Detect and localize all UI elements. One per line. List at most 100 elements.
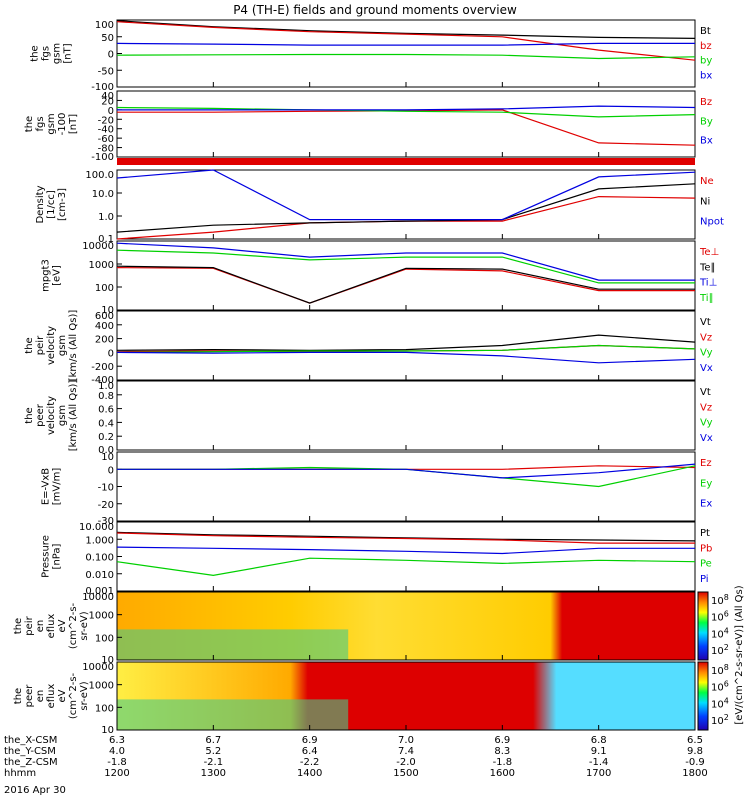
x-row-value: 1200 — [104, 768, 129, 779]
series-Vt-line — [116, 334, 696, 351]
y-axis-label-line: eV — [57, 619, 68, 632]
x-row-value: 6.8 — [591, 735, 607, 746]
series-Ex-line — [117, 463, 696, 479]
y-tick-label: 10 — [101, 305, 114, 316]
colorbar-tick-exp: 8 — [724, 663, 729, 672]
colorbar-tick-exp: 2 — [724, 643, 729, 652]
colorbar-tick-base: 10 — [711, 629, 724, 640]
y-axis-label: thefgsgsm[nT] — [30, 43, 74, 64]
panel-frame — [116, 19, 696, 88]
y-tick-label: 0.8 — [98, 391, 114, 402]
y-axis-label: mpgt3[eV] — [41, 259, 63, 292]
legend-by: by — [700, 56, 712, 67]
series-Ne-line — [116, 195, 696, 240]
legend-Vz: Vz — [700, 332, 712, 343]
panels-group: 100500-50-100thefgsgsm[nT]Btbzbybx40200-… — [13, 19, 745, 736]
legend-Ne: Ne — [700, 176, 714, 187]
x-row-label: the_Y-CSM — [4, 746, 56, 757]
x-row-value: 9.8 — [687, 746, 703, 757]
y-tick-label: 10.0 — [92, 189, 114, 200]
colorbar-tick-base: 10 — [711, 666, 724, 677]
y-tick-label: 100 — [95, 283, 114, 294]
series-Ti⊥-line — [116, 242, 695, 281]
x-row-value: -1.8 — [493, 757, 513, 768]
x-row-value: 1700 — [586, 768, 611, 779]
y-axis-label-line: fgs — [35, 116, 46, 131]
x-row-value: -0.9 — [685, 757, 705, 768]
x-row-value: 1400 — [297, 768, 322, 779]
y-axis-label-line: peer — [24, 684, 35, 708]
panel-density: 100.0 10.0 1.0 0.1 Density[1/cc][cm-3] Ne Ni Np… — [35, 169, 724, 245]
colorbar-tick-label: 104 — [711, 696, 729, 710]
legend-Pt: Pt — [700, 528, 710, 539]
y-tick-label: -200 — [91, 362, 114, 373]
y-axis-label-line: the — [13, 688, 24, 704]
legend-Vt: Vt — [700, 387, 711, 398]
legend-Pb: Pb — [700, 543, 712, 554]
y-tick-label: 50 — [101, 33, 114, 44]
y-axis-label-line: mpgt3 — [41, 259, 52, 292]
y-axis-label-line: eflux — [46, 684, 57, 709]
y-axis-label-line: gsm — [46, 113, 57, 134]
y-tick-label: 0.2 — [98, 432, 114, 443]
legend-Vy: Vy — [700, 418, 713, 429]
panel-pressure: 10.0001.0000.1000.0100.001Pressure[nPa]P… — [41, 521, 712, 597]
series-Bt-line — [116, 20, 696, 39]
colorbar — [697, 661, 709, 731]
colorbar-tick-base: 10 — [711, 683, 724, 694]
y-tick-label: 10000 — [82, 592, 114, 603]
y-axis-label-line: the — [24, 116, 35, 132]
y-axis-label: thepeerenefluxeV(cm^2-s-sr-eV) — [13, 672, 90, 719]
y-tick-label: 10000 — [82, 662, 114, 673]
y-axis-label-line: gsm — [57, 405, 68, 426]
y-axis-label-line: (cm^2-s- — [68, 602, 79, 649]
y-axis-label: E=-VxB[mV/m] — [41, 468, 63, 506]
colorbar-tick-exp: 2 — [724, 713, 729, 722]
colorbar-tick-base: 10 — [711, 699, 724, 710]
legend-Vy: Vy — [700, 348, 713, 359]
x-row-value: 4.0 — [109, 746, 125, 757]
legend-Te⊥: Te⊥ — [699, 247, 719, 258]
colorbar-tick-label: 106 — [711, 680, 729, 694]
y-tick-label: 0 — [108, 465, 114, 476]
panel-efield: 10 0 -10 -20 -30 E=-VxB[mV/m] Ez Ey Ex — [41, 451, 712, 527]
y-axis-label-line: [cm-3] — [57, 188, 68, 221]
y-tick-label: -60 — [98, 134, 114, 145]
y-tick-label: -20 — [98, 500, 114, 511]
y-axis-label-line: the — [13, 618, 24, 634]
colorbar-tick-label: 102 — [711, 713, 729, 727]
y-tick-label: -10 — [98, 483, 114, 494]
y-axis-label-line: en — [35, 620, 46, 633]
y-axis-label-line: peir — [35, 335, 46, 355]
x-row-value: 7.4 — [398, 746, 414, 757]
y-tick-label: 1.0 — [98, 212, 114, 223]
y-axis-label-line: [km/s (All Qs)] — [68, 310, 79, 382]
legend-Ni: Ni — [700, 196, 710, 207]
x-row-value: 5.2 — [205, 746, 221, 757]
spectrogram-low-band — [117, 699, 349, 730]
red-indicator-bar — [117, 158, 695, 165]
plot-title: P4 (TH-E) fields and ground moments over… — [233, 3, 517, 17]
x-row-value: 9.1 — [591, 746, 607, 757]
colorbar-tick-exp: 8 — [724, 593, 729, 602]
y-axis-label-line: sr-eV) — [79, 611, 90, 640]
y-axis-label-line: [nT] — [68, 114, 79, 134]
y-tick-label: -80 — [98, 144, 114, 155]
y-axis-label-line: peir — [24, 615, 35, 635]
y-axis-label-line: eV — [57, 689, 68, 702]
y-tick-label: 0.0 — [98, 445, 114, 456]
colorbar-label: [eV/(cm^2-s-sr-eV)] (All Qs) — [734, 585, 745, 724]
y-tick-label: 10 — [101, 655, 114, 666]
series-by-line — [116, 53, 696, 60]
x-row-label: the_Z-CSM — [4, 757, 58, 768]
colorbar-tick-exp: 6 — [724, 610, 729, 619]
x-row-value: -1.4 — [589, 757, 609, 768]
series-Ti∥-line — [116, 249, 695, 284]
y-tick-label: 100 — [95, 633, 114, 644]
y-axis-label-line: [nPa] — [52, 543, 63, 569]
y-tick-label: 100 — [95, 20, 114, 31]
y-axis-label: thepeervelocitygsm[km/s (All Qs)] — [24, 380, 79, 452]
legend-Bz: Bz — [700, 97, 712, 108]
colorbar-tick-exp: 4 — [724, 696, 729, 705]
